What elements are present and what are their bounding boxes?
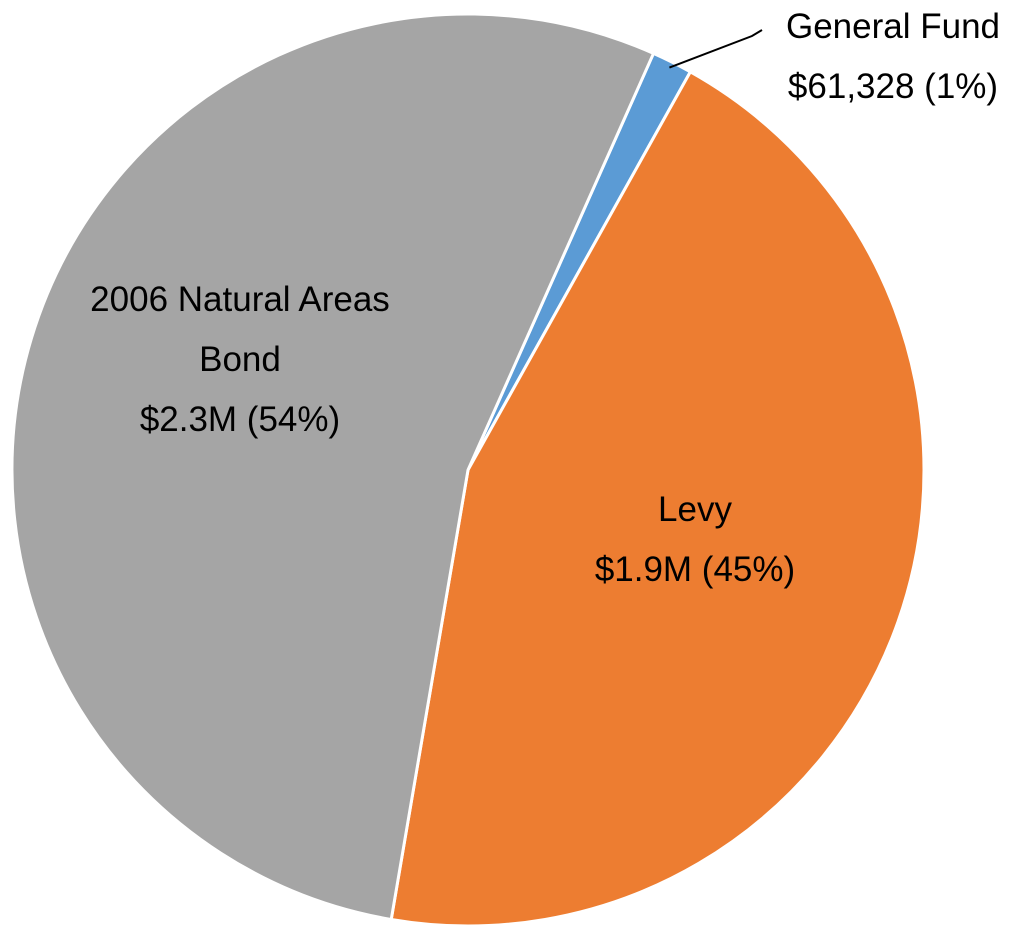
pie-slice <box>10 12 655 921</box>
value-label: $2.3M (54%) <box>139 400 341 439</box>
category-label: General Fund <box>785 7 1001 46</box>
category-label: Levy <box>658 490 732 529</box>
slice-label: General Fund $61,328 (1%) <box>733 0 1035 117</box>
value-label: $61,328 (1%) <box>787 67 999 106</box>
value-label: $1.9M (45%) <box>594 550 796 589</box>
slice-label: Levy $1.9M (45%) <box>535 480 855 600</box>
pie-slice <box>389 70 926 928</box>
leader-line <box>669 29 763 69</box>
category-label: 2006 Natural Areas Bond <box>90 280 390 379</box>
slice-label: 2006 Natural Areas Bond $2.3M (54%) <box>90 270 390 450</box>
